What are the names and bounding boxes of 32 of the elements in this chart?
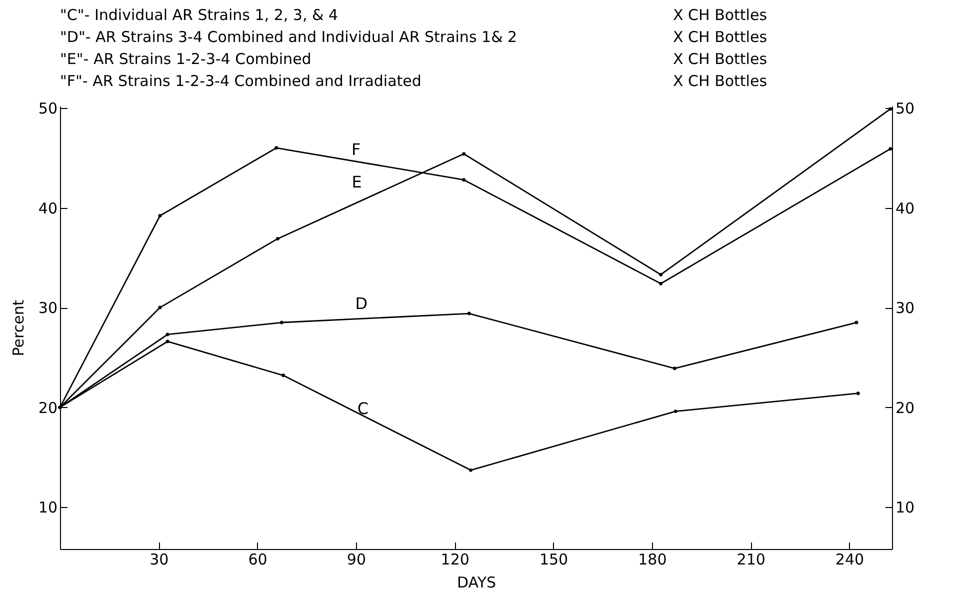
x-tick-label: 120 xyxy=(440,550,470,568)
series-label: D xyxy=(355,294,368,314)
y-axis-title: Percent xyxy=(9,300,28,356)
x-tick-label: 240 xyxy=(835,550,864,568)
text: "E"- AR Strains 1-2-3-4 Combined xyxy=(60,49,312,70)
x-tick-label: 210 xyxy=(736,550,766,568)
y-tick-label: 40 xyxy=(38,199,58,218)
y-tick-label: 50 xyxy=(38,99,58,118)
x-tick-label: 180 xyxy=(638,550,667,568)
series-label: E xyxy=(352,172,362,192)
y2-tick-label: 30 xyxy=(896,299,915,318)
text: X CH Bottles xyxy=(673,49,768,70)
y-tick-label: 10 xyxy=(38,498,58,517)
x-tick-label: 90 xyxy=(346,550,366,568)
y2-tick-label: 50 xyxy=(896,99,915,118)
x-tick-label: 30 xyxy=(150,550,169,568)
text: X CH Bottles xyxy=(673,71,768,92)
text: X CH Bottles xyxy=(673,5,768,26)
series-label: C xyxy=(357,398,369,418)
x-tick-label: 150 xyxy=(539,550,568,568)
y2-tick-label: 40 xyxy=(896,199,915,218)
y2-tick-label: 20 xyxy=(896,398,915,417)
text: "C"- Individual AR Strains 1, 2, 3, & 4 xyxy=(60,5,338,26)
y-tick-label: 20 xyxy=(38,398,58,417)
x-tick-label: 60 xyxy=(248,550,268,568)
text: X CH Bottles xyxy=(673,27,768,48)
y2-tick-label: 10 xyxy=(896,498,915,517)
series-label: F xyxy=(352,140,361,159)
x-axis-title: DAYS xyxy=(456,574,496,592)
y-tick-label: 30 xyxy=(38,299,58,318)
text: "D"- AR Strains 3-4 Combined and Individual AR Strains 1& 2 xyxy=(60,27,518,48)
text: "F"- AR Strains 1-2-3-4 Combined and Irradiated xyxy=(60,71,422,92)
